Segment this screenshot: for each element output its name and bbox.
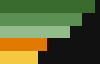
- Bar: [0, 0, 95, 13]
- Bar: [0, 38, 47, 51]
- Bar: [0, 13, 82, 26]
- Bar: [0, 26, 70, 38]
- Bar: [0, 51, 38, 64]
